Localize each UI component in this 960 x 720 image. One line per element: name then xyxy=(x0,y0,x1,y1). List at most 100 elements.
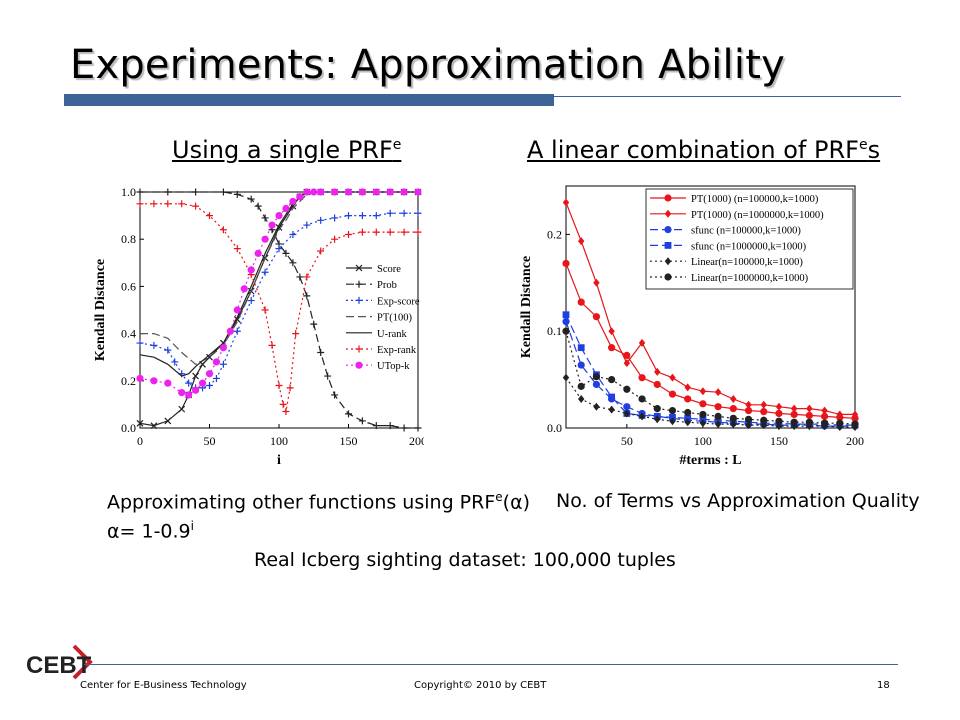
data-point xyxy=(345,230,352,238)
data-point xyxy=(623,403,631,411)
logo-text: CEBT xyxy=(26,652,92,679)
x-axis-label: #terms : L xyxy=(679,453,741,468)
data-point xyxy=(730,394,737,403)
data-point xyxy=(345,212,352,220)
series-pt-1000-n-100000-k-1000- xyxy=(562,259,859,422)
data-point xyxy=(684,408,692,417)
data-point xyxy=(608,327,615,336)
data-point xyxy=(592,373,601,381)
data-point xyxy=(562,327,570,335)
data-point xyxy=(608,393,616,401)
data-point xyxy=(261,235,269,243)
data-point xyxy=(386,228,394,236)
data-point xyxy=(623,351,631,359)
data-point xyxy=(684,418,691,427)
series-exp-rank xyxy=(136,200,422,415)
y-tick-label: 0.0 xyxy=(547,421,562,435)
y-tick-label: 0.8 xyxy=(121,232,136,246)
x-tick-label: 200 xyxy=(409,434,424,448)
legend-marker xyxy=(355,264,363,272)
data-point xyxy=(275,382,283,390)
right-heading-sup: e xyxy=(858,137,868,153)
data-point xyxy=(775,402,783,411)
data-point xyxy=(805,418,813,426)
legend-entry: Prob xyxy=(377,280,397,291)
data-point xyxy=(254,202,262,210)
data-point xyxy=(744,406,753,415)
data-point xyxy=(261,268,269,276)
data-point xyxy=(358,212,366,220)
data-point xyxy=(345,410,352,418)
data-point xyxy=(192,202,200,210)
data-point xyxy=(136,419,144,427)
data-point xyxy=(219,188,227,196)
legend-entry: PT(100) xyxy=(377,313,413,324)
x-tick-label: 0 xyxy=(137,434,143,448)
data-point xyxy=(578,237,585,246)
data-point xyxy=(820,412,829,420)
data-point xyxy=(562,259,570,268)
data-point xyxy=(261,214,269,222)
data-point xyxy=(164,188,172,196)
data-point xyxy=(562,198,570,207)
data-point xyxy=(669,373,676,382)
data-point xyxy=(296,273,304,281)
x-tick-label: 50 xyxy=(204,434,216,448)
data-point xyxy=(150,200,158,208)
caption-left-text: Approximating other functions using PRF xyxy=(107,491,496,514)
page-number: 18 xyxy=(877,680,890,691)
data-point xyxy=(310,320,318,328)
data-point xyxy=(577,382,585,390)
data-point xyxy=(150,341,158,349)
data-point xyxy=(292,330,300,338)
series-line xyxy=(140,191,418,429)
data-point xyxy=(261,306,269,314)
data-point xyxy=(699,387,707,396)
data-point xyxy=(851,420,859,428)
data-point xyxy=(275,212,283,220)
legend-entry: Linear(n=100000,k=1000) xyxy=(691,257,803,268)
data-point xyxy=(653,380,661,389)
data-point xyxy=(372,212,380,220)
data-point xyxy=(414,188,422,196)
series-sfunc-n-100000-k-1000- xyxy=(562,317,859,430)
left-chart-heading: Using a single PRFe xyxy=(172,136,401,164)
data-point xyxy=(805,411,813,420)
data-point xyxy=(562,373,570,382)
data-point xyxy=(608,405,615,414)
legend-entry: Linear(n=1000000,k=1000) xyxy=(691,273,809,284)
y-tick-label: 1.0 xyxy=(121,185,136,199)
data-point xyxy=(185,391,193,399)
data-point xyxy=(790,418,798,426)
data-point xyxy=(729,414,737,422)
y-tick-label: 0.4 xyxy=(121,327,136,341)
x-axis-label: i xyxy=(277,453,281,468)
caption-dataset: Real Icberg sighting dataset: 100,000 tu… xyxy=(254,549,676,571)
legend: Score Prob Exp-score PT(100) U-rank Exp-rank U… xyxy=(346,264,420,372)
data-point xyxy=(372,228,380,236)
legend-entry: Score xyxy=(377,264,401,275)
data-point xyxy=(400,209,408,217)
series-linear-n-100000-k-1000- xyxy=(562,373,859,432)
legend-marker xyxy=(355,361,363,369)
legend-entry: sfunc (n=100000,k=1000) xyxy=(691,226,801,237)
data-point xyxy=(775,417,783,425)
data-point xyxy=(668,406,677,415)
data-point xyxy=(414,424,422,432)
data-point xyxy=(303,221,311,229)
right-chart-heading: A linear combination of PRFes xyxy=(527,136,880,164)
data-point xyxy=(851,410,859,419)
data-point xyxy=(745,400,752,409)
data-point xyxy=(303,292,311,300)
data-point xyxy=(317,216,325,224)
y-tick-label: 0.0 xyxy=(121,421,136,435)
data-point xyxy=(240,285,248,293)
caption-left-sup: e xyxy=(495,490,503,504)
data-point xyxy=(414,228,422,236)
series-linear-n-1000000-k-1000- xyxy=(562,327,859,428)
data-point xyxy=(714,388,722,397)
data-point xyxy=(164,200,172,208)
x-tick-label: 200 xyxy=(846,434,864,448)
data-point xyxy=(358,417,366,425)
data-point xyxy=(317,247,325,255)
